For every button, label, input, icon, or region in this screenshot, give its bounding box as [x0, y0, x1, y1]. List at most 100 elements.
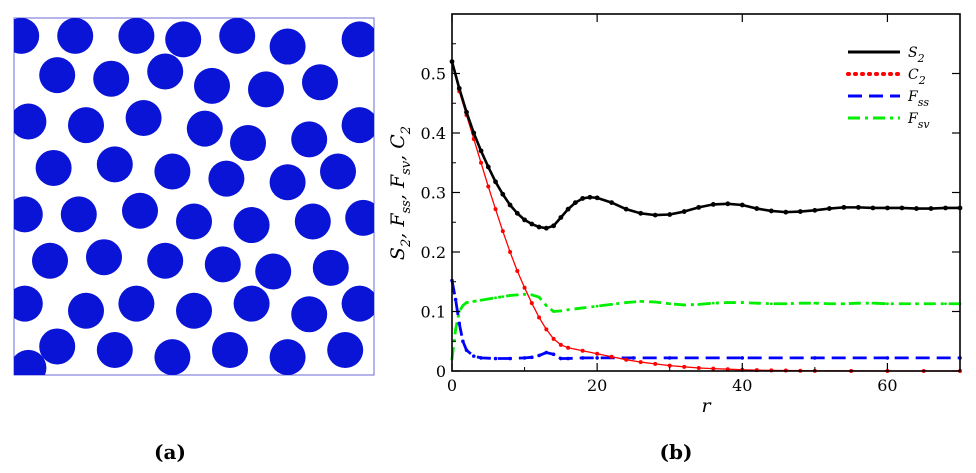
data-point-fsv	[479, 298, 483, 302]
data-point-s2	[456, 85, 462, 91]
data-point-fsv	[798, 301, 802, 305]
particle-41	[118, 285, 155, 322]
legend-label-fsv: Fsv	[907, 111, 930, 131]
ylabel-main: F	[387, 174, 409, 189]
data-point-s2	[856, 204, 861, 210]
particle-40	[68, 292, 104, 329]
data-point-c2	[667, 363, 672, 368]
data-point-fss	[493, 356, 498, 361]
data-point-fss	[551, 352, 556, 357]
data-point-fsv	[639, 299, 643, 303]
data-point-s2	[565, 206, 571, 212]
data-point-fss	[508, 356, 512, 361]
data-point-s2	[485, 164, 491, 170]
data-point-fss	[667, 356, 672, 360]
data-point-fss	[530, 355, 534, 360]
particle-51	[327, 332, 364, 369]
x-tick-label: 60	[877, 376, 897, 395]
data-point-s2	[514, 210, 520, 216]
data-point-s2	[812, 207, 818, 213]
data-point-s2	[739, 202, 745, 208]
data-point-fsv	[682, 303, 686, 307]
particle-26	[14, 196, 43, 233]
ylabel-sub: sv	[399, 160, 414, 175]
legend-label-c2: C2	[908, 67, 926, 87]
particle-35	[147, 242, 184, 279]
particle-28	[122, 192, 158, 229]
x-tick-label: 40	[732, 376, 752, 395]
data-point-s2	[681, 209, 687, 214]
data-point-fsv	[610, 302, 614, 306]
data-point-fsv	[929, 302, 933, 306]
data-point-fsv	[668, 302, 672, 306]
particle-13	[14, 103, 47, 140]
data-point-fsv	[581, 306, 585, 310]
data-point-s2	[478, 148, 484, 154]
data-point-fsv	[769, 302, 773, 306]
data-point-c2	[566, 345, 571, 350]
particle-45	[341, 285, 374, 322]
data-point-s2	[754, 206, 760, 211]
data-point-fss	[457, 321, 462, 326]
data-point-fsv	[842, 302, 846, 306]
particle-39	[14, 285, 43, 322]
series-line-fss	[450, 280, 960, 360]
data-point-s2	[609, 200, 615, 206]
data-point-fsv	[472, 299, 476, 303]
panel-a-microstructure	[13, 17, 375, 376]
data-point-fsv	[653, 300, 657, 304]
particle-9	[147, 53, 184, 90]
data-point-s2	[471, 130, 477, 136]
data-point-c2	[558, 342, 563, 347]
y-tick-label: 0.1	[421, 303, 446, 322]
data-point-c2	[711, 366, 716, 371]
particle-18	[291, 121, 328, 158]
data-point-fss	[544, 350, 549, 355]
x-tick-label: 0	[447, 376, 457, 395]
particle-42	[176, 292, 212, 329]
data-point-c2	[522, 285, 527, 290]
particle-10	[194, 67, 230, 104]
data-point-fsv	[559, 309, 563, 313]
data-point-fsv	[552, 310, 555, 313]
data-point-c2	[544, 327, 549, 332]
particle-38	[312, 249, 349, 286]
data-point-fsv	[886, 302, 889, 306]
ylabel-main: S	[387, 247, 409, 260]
data-point-fsv	[711, 301, 715, 305]
data-point-c2	[624, 357, 629, 362]
particle-32	[345, 199, 374, 236]
particle-29	[176, 203, 212, 240]
panel-b-chart: 0 20 40 60 00.10.20.30.40.5 r S2, Fss, Fsv,…	[387, 13, 963, 417]
data-point-fss	[566, 356, 570, 361]
data-point-fss	[537, 353, 541, 358]
data-point-c2	[638, 360, 643, 365]
particle-6	[341, 21, 374, 58]
data-point-s2	[710, 202, 716, 207]
particle-50	[269, 339, 306, 375]
y-tick-label: 0	[436, 362, 446, 381]
data-point-c2	[653, 361, 658, 366]
data-point-s2	[638, 210, 644, 216]
particle-12	[302, 64, 338, 101]
ylabel-sep: ,	[387, 188, 409, 200]
data-point-c2	[479, 160, 484, 165]
particle-44	[291, 296, 328, 333]
x-axis-ticks: 0 20 40 60	[447, 14, 898, 395]
particle-layer	[14, 18, 374, 375]
data-point-c2	[515, 269, 520, 274]
data-point-s2	[529, 221, 535, 227]
particle-19	[341, 107, 374, 144]
data-point-fsv	[915, 302, 918, 306]
data-point-s2	[493, 179, 498, 185]
y-tick-label: 0.2	[421, 243, 446, 262]
data-point-fsv	[454, 327, 458, 331]
data-point-fss	[813, 356, 817, 360]
particle-17	[230, 124, 266, 161]
particle-14	[68, 107, 104, 144]
data-point-s2	[500, 191, 506, 197]
data-point-c2	[500, 229, 505, 234]
data-point-fsv	[813, 301, 817, 305]
data-point-fss	[471, 354, 476, 358]
